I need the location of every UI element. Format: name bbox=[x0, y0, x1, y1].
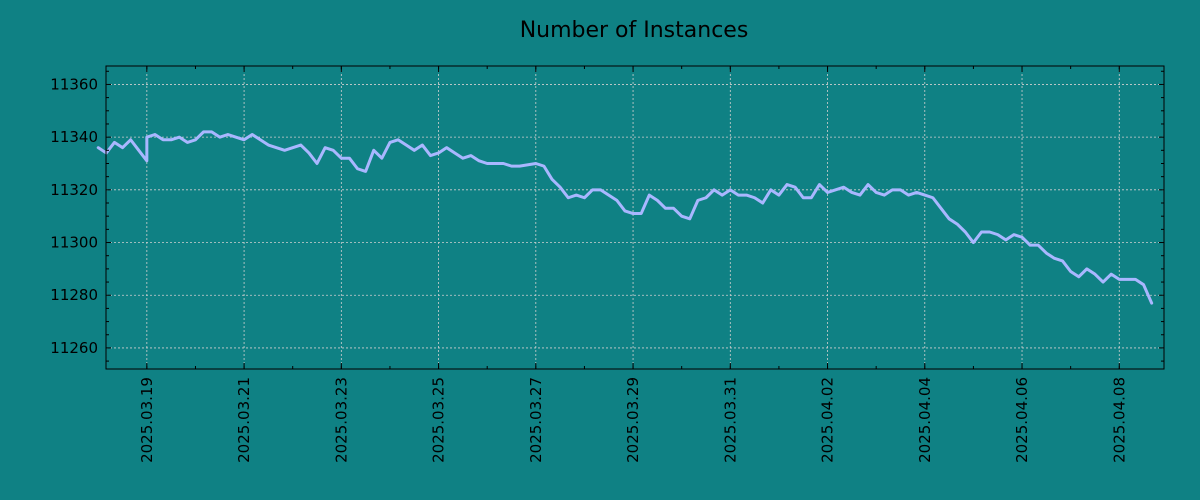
x-axis: 2025.03.19 2025.03.21 2025.03.23 2025.03.25… bbox=[138, 66, 1128, 463]
y-tick-label: 11280 bbox=[50, 286, 98, 304]
x-tick-label: 2025.03.19 bbox=[138, 377, 156, 463]
y-axis: 11260 11280 11300 11320 11340 11360 bbox=[50, 70, 1164, 362]
y-tick-label: 11260 bbox=[50, 339, 98, 357]
plot-frame bbox=[105, 65, 1165, 370]
x-tick-label: 2025.03.21 bbox=[235, 377, 253, 463]
x-tick-label: 2025.04.04 bbox=[916, 377, 934, 463]
y-tick-label: 11300 bbox=[50, 234, 98, 252]
x-tick-label: 2025.04.06 bbox=[1013, 377, 1031, 463]
y-tick-label: 11340 bbox=[50, 128, 98, 146]
series-line bbox=[96, 130, 1154, 305]
x-tick-label: 2025.03.25 bbox=[430, 377, 448, 463]
y-tick-label: 11360 bbox=[50, 75, 98, 93]
x-tick-label: 2025.03.31 bbox=[721, 377, 739, 463]
y-tick-label: 11320 bbox=[50, 181, 98, 199]
x-tick-label: 2025.04.08 bbox=[1110, 377, 1128, 463]
x-tick-label: 2025.04.02 bbox=[819, 377, 837, 463]
x-tick-label: 2025.03.27 bbox=[527, 377, 545, 463]
x-tick-label: 2025.03.29 bbox=[624, 377, 642, 463]
plot-area bbox=[96, 130, 1154, 305]
grid-lines bbox=[106, 66, 1164, 369]
x-tick-label: 2025.03.23 bbox=[332, 377, 350, 463]
chart-title: Number of Instances bbox=[520, 18, 749, 43]
